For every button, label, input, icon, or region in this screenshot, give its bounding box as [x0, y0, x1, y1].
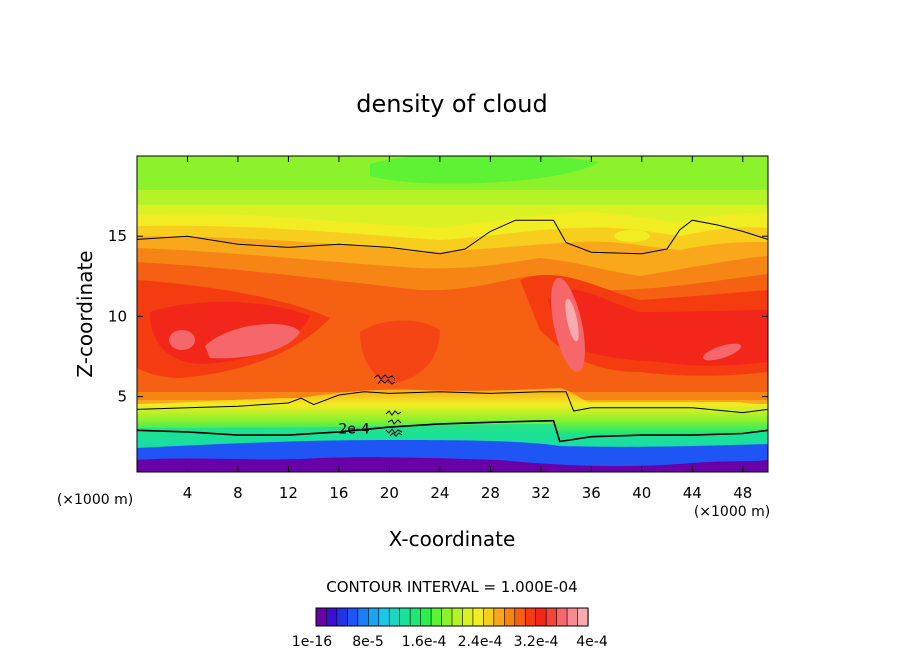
colorbar-tick-label: 4e-4	[576, 634, 608, 650]
colorbar-tick-label: 3.2e-4	[514, 634, 559, 650]
x-tick-label: 28	[481, 484, 500, 502]
colorbar-swatch	[389, 608, 400, 626]
colorbar-tick-label: 8e-5	[352, 634, 383, 650]
x-unit-right: (×1000 m)	[694, 504, 770, 520]
x-tick-label: 24	[430, 484, 449, 502]
x-tick-label: 44	[683, 484, 702, 502]
x-tick-label: 20	[380, 484, 399, 502]
colorbar-swatch	[525, 608, 536, 626]
x-unit-left: (×1000 m)	[57, 492, 133, 508]
y-tick-label: 10	[108, 307, 127, 325]
x-tick-label: 16	[329, 484, 348, 502]
colorbar	[316, 608, 588, 626]
colorbar-swatch	[431, 608, 442, 626]
y-axis-label: Z-coordinate	[73, 250, 97, 377]
y-tick-label: 5	[117, 388, 127, 406]
x-tick-label: 36	[582, 484, 601, 502]
blob-yellow-right	[614, 230, 650, 242]
colorbar-swatch	[326, 608, 337, 626]
colorbar-swatch	[462, 608, 473, 626]
blob-pink-small	[169, 330, 195, 350]
colorbar-swatch	[546, 608, 557, 626]
contour-line-label: 2e-4	[338, 422, 370, 438]
chart-title: density of cloud	[356, 90, 547, 118]
colorbar-tick-label: 1e-16	[292, 634, 332, 650]
x-tick-label: 48	[733, 484, 752, 502]
colorbar-swatch	[567, 608, 578, 626]
colorbar-swatch	[483, 608, 494, 626]
colorbar-tick-label: 2.4e-4	[458, 634, 503, 650]
colorbar-swatch	[494, 608, 505, 626]
colorbar-swatch	[368, 608, 379, 626]
colorbar-swatch	[452, 608, 463, 626]
colorbar-swatch	[400, 608, 411, 626]
colorbar-tick-label: 1.6e-4	[402, 634, 447, 650]
contour-interval-text: CONTOUR INTERVAL = 1.000E-04	[326, 578, 577, 596]
x-tick-label: 12	[279, 484, 298, 502]
colorbar-swatch	[536, 608, 547, 626]
x-tick-label: 4	[183, 484, 193, 502]
x-tick-label: 8	[233, 484, 243, 502]
colorbar-swatch	[337, 608, 348, 626]
colorbar-swatch	[442, 608, 453, 626]
x-tick-label: 40	[632, 484, 651, 502]
colorbar-swatch	[473, 608, 484, 626]
colorbar-swatch	[421, 608, 432, 626]
x-axis-label: X-coordinate	[389, 527, 516, 551]
x-tick-label: 32	[531, 484, 550, 502]
plot-area	[137, 153, 768, 472]
colorbar-swatch	[504, 608, 515, 626]
chart-canvas: density of cloud	[0, 0, 904, 654]
colorbar-swatch	[347, 608, 358, 626]
colorbar-swatch	[515, 608, 526, 626]
colorbar-swatch	[410, 608, 421, 626]
colorbar-swatch	[316, 608, 327, 626]
colorbar-swatch	[557, 608, 568, 626]
colorbar-swatch	[578, 608, 589, 626]
colorbar-swatch	[358, 608, 369, 626]
colorbar-swatch	[379, 608, 390, 626]
y-tick-label: 15	[108, 227, 127, 245]
colorbar-labels: 1e-16 8e-5 1.6e-4 2.4e-4 3.2e-4 4e-4	[292, 634, 608, 650]
